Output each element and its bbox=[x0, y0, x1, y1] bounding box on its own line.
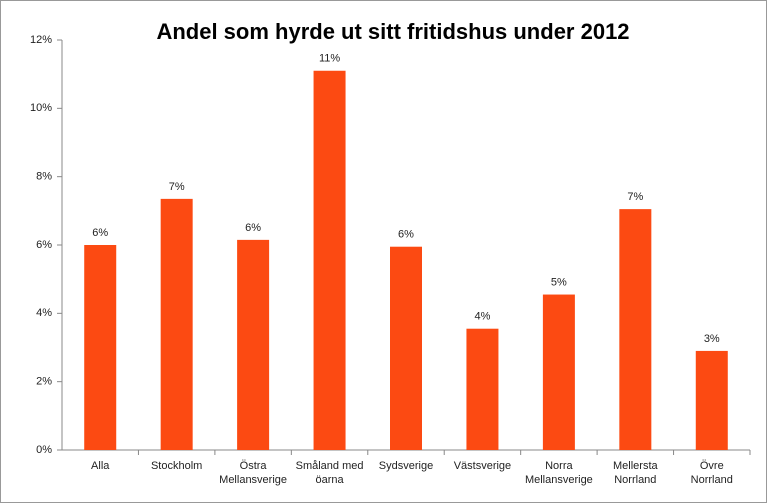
y-tick-label: 0% bbox=[36, 444, 52, 456]
bar bbox=[390, 246, 422, 450]
value-label: 6% bbox=[398, 229, 414, 241]
x-tick-label: Övre Norrland bbox=[690, 460, 733, 486]
x-tick-label: Mellersta Norrland bbox=[613, 460, 658, 486]
bar bbox=[160, 198, 193, 450]
x-tick-label: Östra Mellansverige bbox=[219, 460, 288, 486]
x-tick-label: Norra Mellansverige bbox=[524, 460, 593, 486]
value-label: 6% bbox=[92, 227, 108, 239]
chart-title: Andel som hyrde ut sitt fritidshus under… bbox=[156, 19, 629, 44]
y-tick-label: 8% bbox=[36, 171, 52, 183]
value-label: 7% bbox=[169, 181, 185, 193]
y-tick-label: 4% bbox=[36, 307, 52, 319]
y-tick-label: 10% bbox=[30, 102, 52, 114]
x-tick-label: Västsverige bbox=[453, 460, 512, 472]
x-tick-label: Alla bbox=[91, 460, 110, 472]
x-tick-label: Sydsverige bbox=[378, 460, 434, 472]
bar bbox=[313, 70, 346, 450]
value-label: 11% bbox=[319, 53, 340, 65]
bar bbox=[695, 350, 728, 450]
value-label: 4% bbox=[474, 311, 490, 323]
value-label: 7% bbox=[627, 191, 643, 203]
y-tick-label: 6% bbox=[36, 239, 52, 251]
value-label: 3% bbox=[704, 333, 720, 345]
bar bbox=[84, 245, 117, 450]
y-tick-label: 12% bbox=[30, 34, 52, 46]
bar bbox=[237, 239, 270, 450]
x-tick-label: Småland med öarna bbox=[295, 460, 364, 486]
bar bbox=[542, 294, 575, 450]
x-tick-label: Stockholm bbox=[150, 460, 203, 472]
y-tick-label: 2% bbox=[36, 376, 52, 388]
bar bbox=[466, 328, 499, 450]
value-label: 6% bbox=[245, 222, 261, 234]
bar bbox=[619, 209, 652, 450]
value-label: 5% bbox=[551, 276, 567, 288]
